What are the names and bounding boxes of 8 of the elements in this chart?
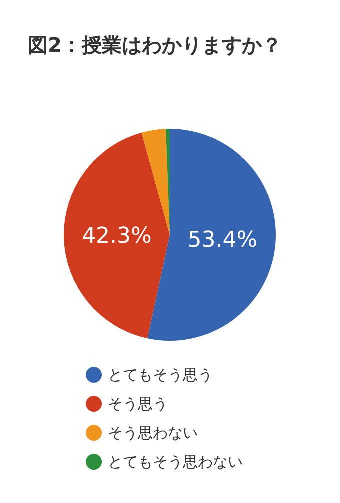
data-label: 42.3% (82, 224, 152, 249)
data-label: 53.4% (188, 228, 258, 254)
chart-title: 図2：授業はわかりますか？ (28, 33, 282, 57)
legend-label: とてもそう思わない (108, 453, 243, 471)
legend-label: そう思う (108, 395, 168, 413)
legend-label: そう思わない (108, 424, 198, 442)
legend-label: とてもそう思う (108, 366, 213, 384)
pie-slice (64, 132, 170, 339)
